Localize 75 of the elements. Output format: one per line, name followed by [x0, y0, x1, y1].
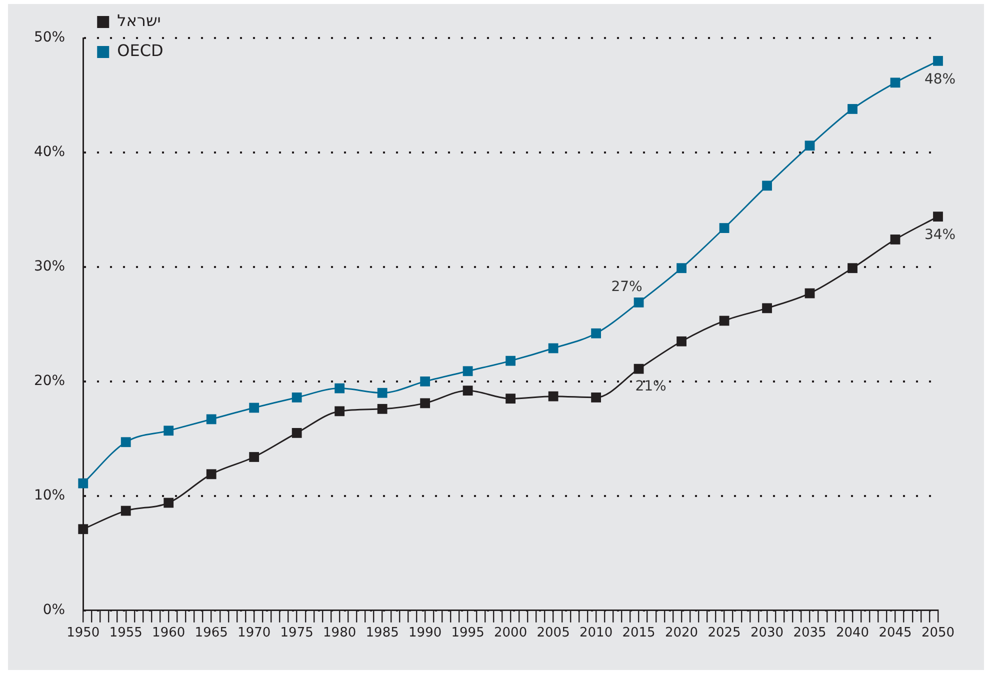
point	[548, 343, 558, 354]
point	[420, 398, 430, 408]
point	[334, 406, 345, 416]
x-tick-label: 1955	[109, 626, 142, 641]
x-tick-label: 2030	[750, 626, 784, 641]
point	[292, 428, 302, 438]
x-tick-label: 1990	[408, 626, 442, 641]
point	[120, 506, 131, 516]
point	[78, 524, 88, 534]
data-label: 34%	[924, 227, 956, 244]
x-tick-label: 1950	[66, 626, 100, 641]
point	[719, 223, 730, 233]
point	[462, 366, 473, 376]
point	[933, 56, 943, 66]
point	[676, 263, 686, 274]
point	[506, 356, 516, 366]
point	[164, 426, 174, 436]
point	[848, 104, 858, 114]
x-tick-label: 2050	[921, 626, 955, 641]
point	[634, 364, 644, 374]
x-tick-label: 1975	[280, 626, 314, 641]
x-tick-label: 1980	[323, 626, 356, 641]
point	[292, 392, 302, 402]
point	[420, 376, 430, 386]
point	[249, 452, 260, 462]
point	[548, 391, 558, 402]
point	[334, 383, 345, 394]
legend-label: ישראל	[117, 11, 161, 30]
point	[377, 388, 388, 398]
point	[506, 394, 516, 404]
point	[848, 263, 858, 274]
point	[78, 478, 88, 488]
y-tick-label: 10%	[34, 488, 66, 504]
point	[591, 392, 601, 402]
point	[890, 234, 900, 244]
x-tick-label: 1985	[366, 626, 399, 641]
x-tick-label: 1970	[238, 626, 271, 641]
point	[249, 402, 260, 413]
x-tick-label: 2035	[793, 626, 826, 641]
point	[377, 404, 388, 414]
point	[762, 180, 772, 191]
y-tick-label: 0%	[42, 602, 66, 618]
x-tick-label: 1960	[152, 626, 186, 641]
point	[719, 316, 730, 326]
data-label: 27%	[611, 279, 642, 296]
point	[933, 212, 943, 222]
x-tick-label: 2000	[494, 626, 528, 641]
x-tick-label: 1995	[451, 626, 484, 641]
x-tick-label: 2045	[878, 626, 912, 641]
y-tick-label: 40%	[34, 144, 66, 160]
point	[206, 414, 216, 424]
x-tick-label: 1965	[194, 626, 228, 641]
y-tick-label: 30%	[34, 258, 66, 275]
x-tick-label: 2040	[836, 626, 870, 641]
legend-label: OECD	[117, 41, 164, 60]
point	[164, 498, 174, 508]
point	[206, 469, 216, 480]
x-tick-label: 2015	[622, 626, 656, 641]
point	[634, 298, 644, 308]
x-tick-label: 2020	[664, 626, 698, 641]
point	[120, 437, 131, 448]
x-tick-label: 2025	[708, 626, 741, 641]
x-tick-label: 2005	[536, 626, 570, 641]
y-tick-label: 20%	[34, 373, 66, 390]
point	[804, 288, 815, 298]
point	[462, 386, 473, 396]
x-tick-label: 2010	[580, 626, 613, 641]
point	[804, 140, 815, 151]
point	[676, 336, 686, 346]
point	[762, 303, 772, 314]
data-label: 21%	[635, 378, 666, 394]
point	[591, 328, 601, 338]
y-tick-label: 50%	[34, 30, 66, 46]
data-label: 48%	[924, 72, 956, 88]
point	[890, 78, 900, 88]
